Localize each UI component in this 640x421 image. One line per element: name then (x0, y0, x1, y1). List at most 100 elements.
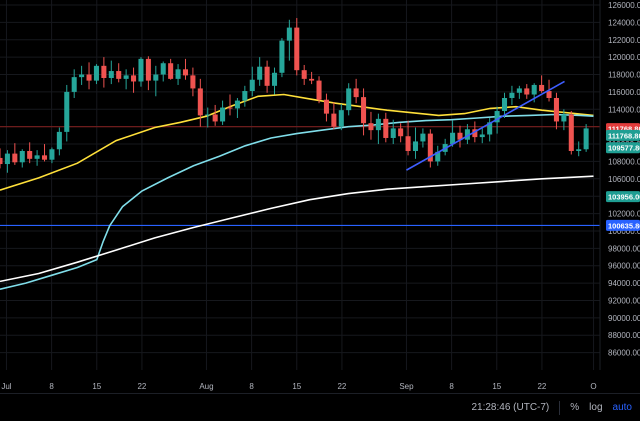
x-tick-label: Jul (1, 382, 11, 391)
price-tag: 103956.00 (606, 191, 640, 203)
candle-body (49, 149, 55, 160)
candle-body (323, 99, 329, 114)
candle-body (205, 114, 211, 116)
candle-body (405, 136, 411, 151)
y-tick-label: 126000.00 (608, 1, 640, 10)
y-tick-label: 100000.00 (608, 227, 640, 236)
candle-body (264, 66, 270, 86)
candle-body (375, 118, 381, 131)
percent-scale-button[interactable]: % (570, 402, 580, 413)
candle-body (56, 131, 62, 150)
price-tag-box (606, 142, 640, 154)
y-tick-label: 124000.00 (608, 18, 640, 27)
y-tick-label: 98000.00 (608, 244, 640, 253)
candle-body (390, 128, 396, 138)
x-tick-label: Aug (199, 382, 213, 391)
price-chart[interactable]: 126000.00 124000.00 122000.00 120000.00 1180… (0, 0, 640, 393)
log-scale-button[interactable]: log (589, 402, 603, 413)
candle-body (301, 70, 307, 79)
candle-body (27, 151, 33, 159)
price-tag: 109577.80 (606, 142, 640, 154)
candle-body (383, 118, 389, 138)
candle-body (34, 155, 40, 159)
price-tag-label: 111768.80 (608, 125, 640, 134)
candle-body (568, 114, 574, 151)
candle-body (457, 132, 463, 140)
x-tick-label: 15 (292, 382, 301, 391)
candle-body (479, 134, 485, 138)
candles (0, 18, 589, 173)
candle-body (539, 84, 545, 92)
candle-body (123, 75, 129, 79)
candle-body (279, 40, 285, 73)
candle-body (190, 75, 196, 89)
x-tick-label: 22 (537, 382, 546, 391)
candle-body (435, 151, 441, 162)
candle-body (168, 63, 174, 79)
candle-body (175, 69, 181, 79)
candle-body (509, 92, 515, 98)
candle-body (220, 107, 226, 122)
x-tick-label: 15 (92, 382, 101, 391)
candle-body (346, 88, 352, 111)
candle-body (576, 149, 582, 151)
candle-body (464, 129, 470, 140)
trendline (406, 80, 565, 171)
price-tag-box (606, 129, 640, 141)
x-tick-label: O (590, 382, 596, 391)
y-tick-label: 108000.00 (608, 157, 640, 166)
candle-body (294, 27, 300, 71)
price-tag-label: 111768.80 (608, 131, 640, 140)
clock-time: 21:28:46 (UTC-7) (471, 402, 550, 413)
candle-body (0, 157, 3, 165)
candle-body (197, 88, 203, 116)
candle-body (4, 153, 10, 165)
candle-body (71, 77, 77, 92)
candle-body (553, 97, 559, 122)
candle-body (331, 113, 337, 127)
candle-body (108, 71, 114, 78)
candle-body (501, 97, 508, 112)
candle-body (116, 71, 122, 79)
price-tag-label: 109577.80 (608, 144, 640, 153)
candle-body (227, 107, 233, 109)
candle-body (19, 151, 25, 163)
y-tick-label: 118000.00 (608, 71, 640, 80)
y-tick-label: 92000.00 (608, 296, 640, 305)
y-tick-label: 96000.00 (608, 262, 640, 271)
candle-body (316, 80, 322, 100)
candle-body (450, 132, 456, 145)
x-tick-label: 22 (137, 382, 146, 391)
candle-body (286, 27, 292, 41)
price-tag: 111768.80 (606, 129, 640, 141)
candle-body (472, 129, 478, 138)
x-tick-label: Sep (399, 382, 414, 391)
candle-body (412, 141, 419, 151)
candle-body (12, 153, 18, 163)
price-tag-label: 100635.86 (608, 221, 640, 230)
candle-body (338, 110, 344, 127)
y-tick-label: 86000.00 (608, 349, 640, 358)
candle-body (182, 69, 189, 76)
candle-body (234, 100, 240, 109)
candle-body (398, 128, 404, 137)
status-bar: 21:28:46 (UTC-7) % log auto (0, 393, 640, 421)
candle-body (531, 84, 537, 95)
y-tick-label: 88000.00 (608, 331, 640, 340)
grid-lines (0, 0, 600, 370)
candle-body (153, 74, 159, 81)
candle-body (79, 74, 85, 78)
candle-body (212, 114, 218, 122)
candle-body (427, 133, 433, 162)
y-tick-label: 102000.00 (608, 210, 640, 219)
candle-body (561, 114, 567, 122)
candle-body (524, 88, 530, 95)
x-tick-label: 8 (449, 382, 454, 391)
y-tick-label: 106000.00 (608, 175, 640, 184)
candle-body (546, 91, 552, 98)
y-tick-label: 116000.00 (608, 88, 640, 97)
x-tick-label: 8 (249, 382, 254, 391)
y-tick-label: 90000.00 (608, 314, 640, 323)
auto-scale-button[interactable]: auto (612, 402, 632, 413)
candle-body (131, 75, 137, 82)
